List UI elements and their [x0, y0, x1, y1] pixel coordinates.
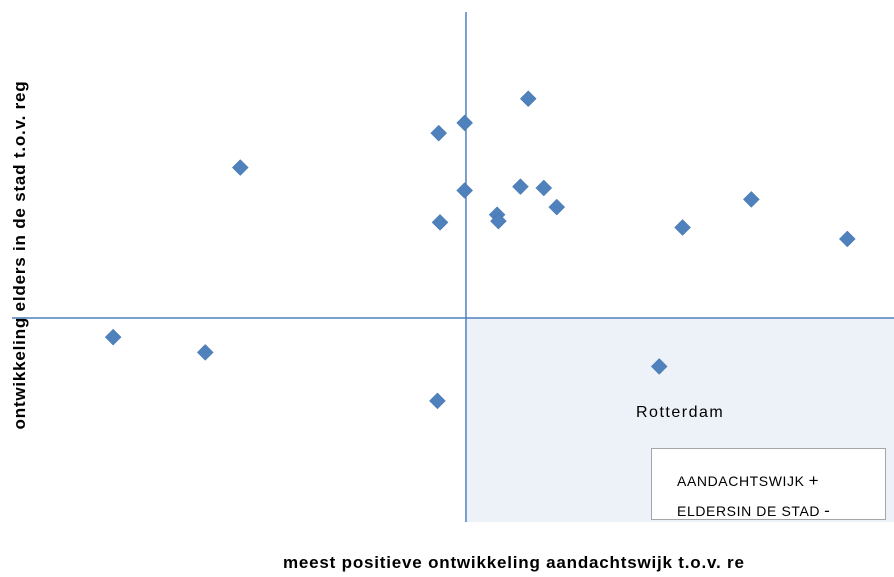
y-axis-label: ontwikkeling elders in de stad t.o.v. re…	[10, 80, 29, 430]
data-points	[104, 90, 856, 410]
data-point-2	[196, 344, 214, 361]
data-point-10	[490, 212, 507, 230]
legend-entry-elders: ELDERSIN DE STAD -	[677, 501, 831, 520]
data-point-14	[548, 198, 566, 216]
data-point-3	[231, 159, 249, 176]
legend-label: ELDERSIN DE STAD	[677, 503, 821, 519]
y-axis-label-clip: ontwikkeling elders in de stad t.o.v. re…	[0, 0, 40, 577]
data-point-15	[650, 358, 668, 375]
data-point-7	[456, 114, 474, 132]
data-point-11	[512, 178, 529, 196]
data-point-8	[456, 182, 474, 199]
data-point-16	[674, 219, 691, 236]
data-point-18	[838, 230, 856, 248]
data-point-5	[430, 124, 448, 142]
data-point-12	[519, 90, 537, 108]
x-axis-label: meest positieve ontwikkeling aandachtswi…	[283, 553, 745, 572]
legend-entry-aandachtswijk: AANDACHTSWIJK +	[677, 471, 819, 491]
data-point-6	[431, 214, 449, 231]
annotation-rotterdam: Rotterdam	[636, 404, 725, 421]
data-point-1	[104, 328, 122, 346]
data-point-13	[535, 179, 553, 197]
data-point-4	[429, 392, 446, 410]
legend-label: AANDACHTSWIJK	[677, 473, 805, 489]
legend-symbol-plus: +	[808, 471, 820, 490]
legend: AANDACHTSWIJK + ELDERSIN DE STAD -	[651, 448, 886, 520]
legend-symbol-minus: -	[824, 501, 831, 520]
data-point-17	[742, 191, 760, 208]
